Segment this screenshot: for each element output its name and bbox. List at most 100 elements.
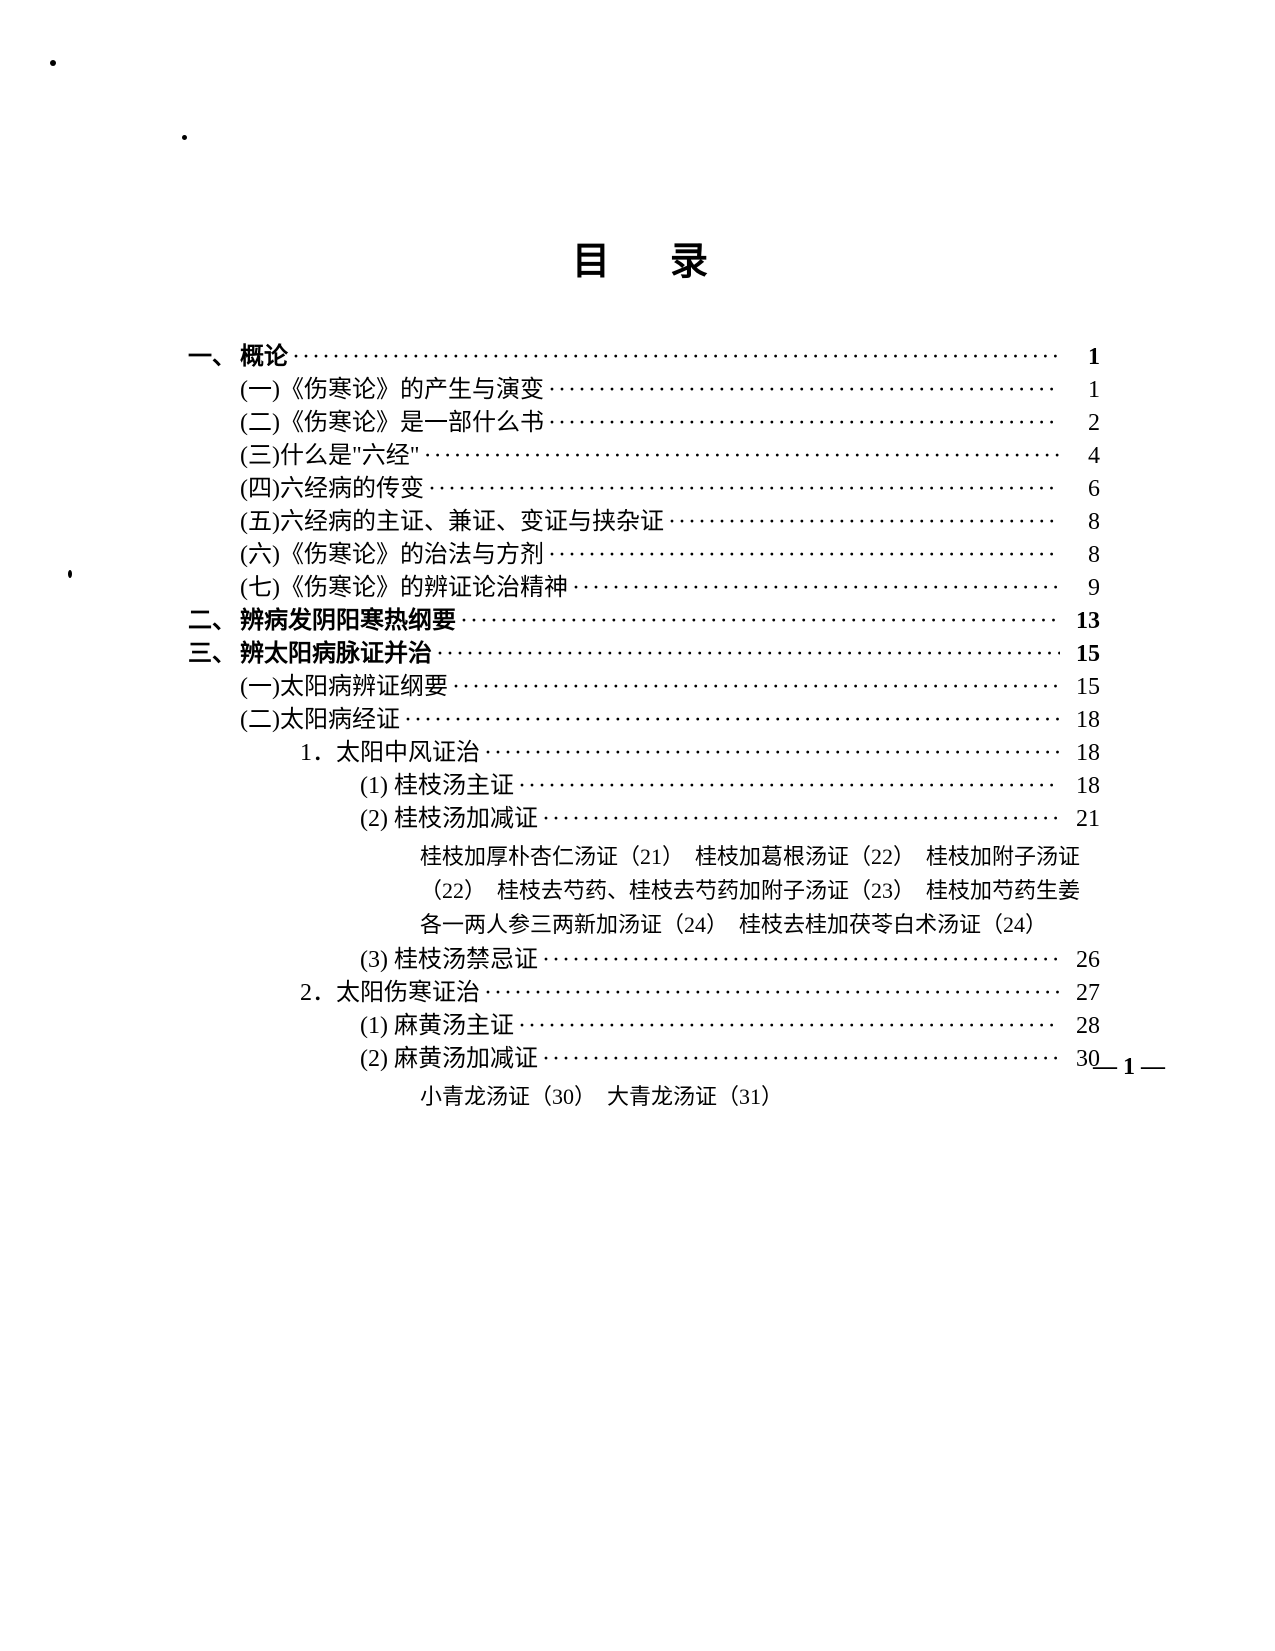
toc-indent-spacer	[180, 1047, 240, 1071]
toc-page-number: 8	[1060, 510, 1100, 534]
toc-page-number: 28	[1060, 1014, 1100, 1038]
toc-entry: (3) 桂枝汤禁忌证 26	[180, 948, 1100, 972]
toc-leader-dots	[664, 510, 1060, 534]
toc-page-number: 27	[1060, 981, 1100, 1005]
toc-indent-spacer	[180, 1014, 240, 1038]
toc-indent-spacer	[180, 807, 240, 831]
toc-page-number: 15	[1060, 642, 1100, 666]
toc-entry: 一、概论 1	[180, 345, 1100, 369]
toc-page-number: 18	[1060, 741, 1100, 765]
toc-page-number: 21	[1060, 807, 1100, 831]
toc-section-number: 一、	[180, 345, 240, 369]
toc-label: 辨病发阴阳寒热纲要	[240, 609, 456, 633]
toc-leader-dots	[288, 345, 1060, 369]
toc-label: (四)六经病的传变	[240, 477, 424, 501]
toc-leader-dots	[420, 444, 1060, 468]
toc-leader-dots	[544, 543, 1060, 567]
page-content: 目录 一、概论 1 (一)《伤寒论》的产生与演变 1 (二)《伤寒论》是一部什么书 2…	[180, 230, 1100, 1120]
toc-entry: (1) 麻黄汤主证 28	[180, 1014, 1100, 1038]
toc-page-number: 8	[1060, 543, 1100, 567]
toc-label: (一)《伤寒论》的产生与演变	[240, 378, 544, 402]
toc-entry: 三、辨太阳病脉证并治 15	[180, 642, 1100, 666]
toc-entry: (三)什么是"六经" 4	[180, 444, 1100, 468]
toc-leader-dots	[400, 708, 1060, 732]
toc-page-number: 18	[1060, 774, 1100, 798]
toc-label: (六)《伤寒论》的治法与方剂	[240, 543, 544, 567]
toc-indent-spacer	[180, 477, 240, 501]
toc-indent-spacer	[180, 510, 240, 534]
toc-entry: (六)《伤寒论》的治法与方剂 8	[180, 543, 1100, 567]
toc-label: (三)什么是"六经"	[240, 444, 420, 468]
toc-indent-spacer	[180, 948, 240, 972]
toc-leader-dots	[538, 807, 1060, 831]
toc-indent-spacer	[180, 981, 240, 1005]
toc-indent-spacer	[180, 576, 240, 600]
toc-page-number: 15	[1060, 675, 1100, 699]
scan-artifact	[182, 135, 187, 140]
toc-page-number: 4	[1060, 444, 1100, 468]
toc-entry: 二、辨病发阴阳寒热纲要13	[180, 609, 1100, 633]
toc-label: (2) 麻黄汤加减证	[240, 1047, 538, 1071]
toc-leader-dots	[480, 741, 1060, 765]
toc-entry: (四)六经病的传变 6	[180, 477, 1100, 501]
toc-label: (二)《伤寒论》是一部什么书	[240, 411, 544, 435]
toc-page-number: 1	[1060, 345, 1100, 369]
toc-page-number: 1	[1060, 378, 1100, 402]
toc-label: (一)太阳病辨证纲要	[240, 675, 448, 699]
toc-entry: (一)太阳病辨证纲要 15	[180, 675, 1100, 699]
toc-indent-spacer	[180, 675, 240, 699]
toc-leader-dots	[514, 1014, 1060, 1038]
toc-page-number: 26	[1060, 948, 1100, 972]
toc-entry: (1) 桂枝汤主证18	[180, 774, 1100, 798]
toc-leader-dots	[514, 774, 1060, 798]
toc-leader-dots	[544, 411, 1060, 435]
toc-entry: 2．太阳伤寒证治 27	[180, 981, 1100, 1005]
toc-leader-dots	[538, 1047, 1060, 1071]
toc-label: (七)《伤寒论》的辨证论治精神	[240, 576, 568, 600]
toc-page-number: 9	[1060, 576, 1100, 600]
toc-leader-dots	[432, 642, 1060, 666]
toc-label: (2) 桂枝汤加减证	[240, 807, 538, 831]
toc-indent-spacer	[180, 444, 240, 468]
toc-leader-dots	[538, 948, 1060, 972]
toc-label: (五)六经病的主证、兼证、变证与挟杂证	[240, 510, 664, 534]
toc-leader-dots	[568, 576, 1060, 600]
toc-leader-dots	[480, 981, 1060, 1005]
toc-page-number: 6	[1060, 477, 1100, 501]
toc-section-number: 三、	[180, 642, 240, 666]
toc-indent-spacer	[180, 543, 240, 567]
toc-page-number: 18	[1060, 708, 1100, 732]
toc-indent-spacer	[180, 774, 240, 798]
toc-label: (1) 麻黄汤主证	[240, 1014, 514, 1038]
toc-label: 2．太阳伤寒证治	[240, 981, 480, 1005]
toc-label: (二)太阳病经证	[240, 708, 400, 732]
toc-leader-dots	[456, 609, 1060, 633]
scan-artifact	[50, 60, 56, 66]
toc-entry: (五)六经病的主证、兼证、变证与挟杂证 8	[180, 510, 1100, 534]
page-number-footer: — 1 —	[1093, 1054, 1165, 1081]
toc-leader-dots	[424, 477, 1060, 501]
toc-indent-spacer	[180, 708, 240, 732]
scan-artifact	[68, 570, 72, 578]
toc-entry: 1．太阳中风证治 18	[180, 741, 1100, 765]
toc-note: 小青龙汤证（30） 大青龙汤证（31）	[180, 1080, 1100, 1114]
toc-page-number: 13	[1060, 609, 1100, 633]
table-of-contents: 一、概论 1 (一)《伤寒论》的产生与演变 1 (二)《伤寒论》是一部什么书 2 (三…	[180, 345, 1100, 1114]
toc-label: 概论	[240, 345, 288, 369]
toc-page-number: 2	[1060, 411, 1100, 435]
toc-leader-dots	[448, 675, 1060, 699]
toc-indent-spacer	[180, 378, 240, 402]
toc-label: (3) 桂枝汤禁忌证	[240, 948, 538, 972]
page-title: 目录	[180, 230, 1100, 285]
toc-entry: (二)《伤寒论》是一部什么书 2	[180, 411, 1100, 435]
toc-indent-spacer	[180, 741, 240, 765]
toc-entry: (一)《伤寒论》的产生与演变 1	[180, 378, 1100, 402]
toc-note: 桂枝加厚朴杏仁汤证（21） 桂枝加葛根汤证（22） 桂枝加附子汤证（22） 桂枝…	[180, 840, 1100, 942]
toc-entry: (七)《伤寒论》的辨证论治精神 9	[180, 576, 1100, 600]
toc-entry: (2) 麻黄汤加减证30	[180, 1047, 1100, 1071]
toc-label: 1．太阳中风证治	[240, 741, 480, 765]
toc-leader-dots	[544, 378, 1060, 402]
toc-indent-spacer	[180, 411, 240, 435]
toc-label: 辨太阳病脉证并治	[240, 642, 432, 666]
toc-entry: (二)太阳病经证 18	[180, 708, 1100, 732]
